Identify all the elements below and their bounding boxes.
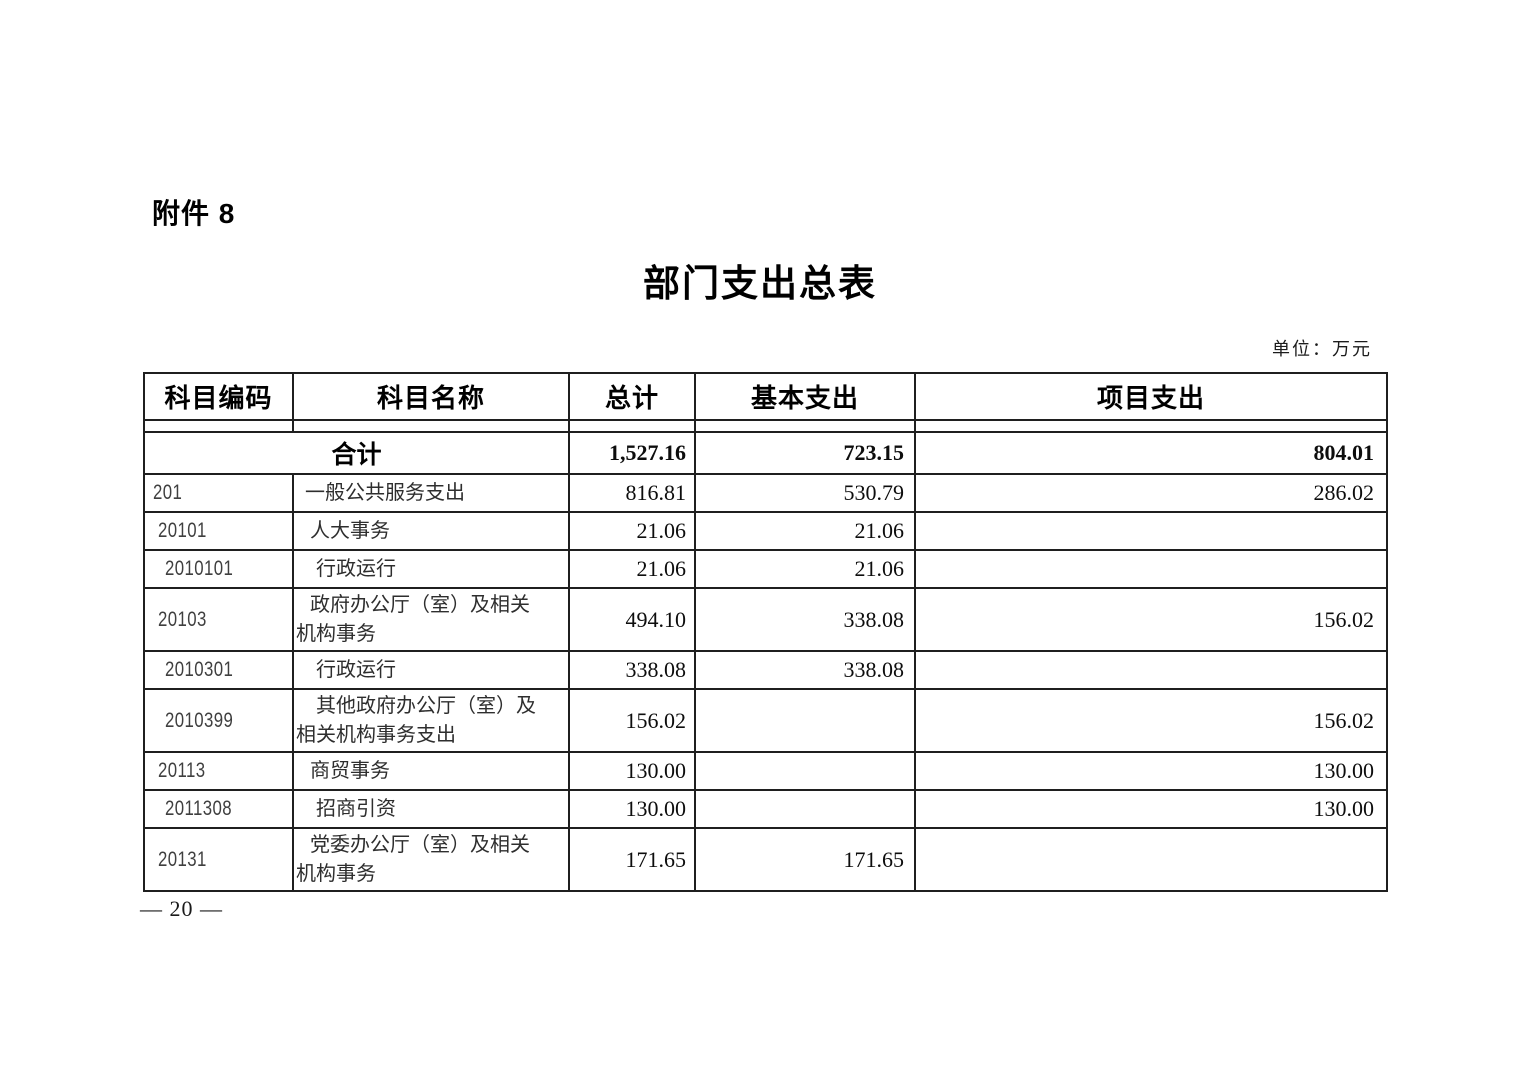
total-cell: 21.06: [568, 549, 696, 589]
total-cell: 338.08: [568, 650, 696, 690]
project-cell: 156.02: [914, 587, 1388, 652]
name-cell: 其他政府办公厅（室）及 相关机构事务支出: [292, 688, 570, 753]
header-cell-basic: 基本支出: [694, 372, 916, 421]
name-cell: 政府办公厅（室）及相关 机构事务: [292, 587, 570, 652]
unit-note: 单位：万元: [1272, 339, 1372, 359]
code-cell: 20113: [143, 751, 294, 791]
total-cell: 130.00: [568, 751, 696, 791]
project-cell: 286.02: [914, 473, 1388, 513]
header-cell-name: 科目名称: [292, 372, 570, 421]
header-cell-project: 项目支出: [914, 372, 1388, 421]
code-cell: 20131: [143, 827, 294, 892]
basic-cell: [694, 688, 916, 753]
header-cell-code: 科目编码: [143, 372, 294, 421]
table-row: 20131 党委办公厅（室）及相关 机构事务 171.65 171.65: [143, 827, 1388, 892]
total-cell: 816.81: [568, 473, 696, 513]
subject-code: 2010399: [165, 708, 234, 732]
table-row: 2010399 其他政府办公厅（室）及 相关机构事务支出 156.02 156.02: [143, 688, 1388, 753]
basic-cell: 171.65: [694, 827, 916, 892]
basic-cell: 530.79: [694, 473, 916, 513]
subject-code: 201: [153, 481, 183, 504]
subject-code: 2010101: [165, 557, 234, 580]
total-cell: 171.65: [568, 827, 696, 892]
total-cell: 156.02: [568, 688, 696, 753]
code-cell: 2010301: [143, 650, 294, 690]
header-cell-total: 总计: [568, 372, 696, 421]
name-cell: 行政运行: [292, 549, 570, 589]
table-row: 20101 人大事务 21.06 21.06: [143, 511, 1388, 551]
subject-code: 20113: [158, 759, 206, 782]
subject-code: 20101: [158, 519, 207, 542]
total-label-cell: 合计: [143, 431, 570, 475]
project-cell: [914, 650, 1388, 690]
total-basic-cell: 723.15: [694, 431, 916, 475]
total-sum-cell: 1,527.16: [568, 431, 696, 475]
total-project-cell: 804.01: [914, 431, 1388, 475]
basic-cell: 338.08: [694, 650, 916, 690]
name-cell: 一般公共服务支出: [292, 473, 570, 513]
total-cell: 21.06: [568, 511, 696, 551]
table-row: 20103 政府办公厅（室）及相关 机构事务 494.10 338.08 156.02: [143, 587, 1388, 652]
name-cell: 人大事务: [292, 511, 570, 551]
total-cell: 494.10: [568, 587, 696, 652]
basic-cell: [694, 789, 916, 829]
total-cell: 130.00: [568, 789, 696, 829]
basic-cell: 21.06: [694, 549, 916, 589]
attachment-label: 附件 8: [152, 198, 236, 229]
table-row: 2010101 行政运行 21.06 21.06: [143, 549, 1388, 589]
subject-code: 2010301: [165, 658, 234, 681]
code-cell: 20101: [143, 511, 294, 551]
project-cell: 130.00: [914, 751, 1388, 791]
basic-cell: 21.06: [694, 511, 916, 551]
code-cell: 201: [143, 473, 294, 513]
basic-cell: [694, 751, 916, 791]
page-number: — 20 —: [140, 896, 223, 921]
table-body: 科目编码 科目名称 总计 基本支出 项目支出 合计 1,527.16 723.1…: [143, 372, 1388, 892]
subject-code: 20103: [158, 607, 207, 631]
project-cell: 156.02: [914, 688, 1388, 753]
page-title: 部门支出总表: [643, 264, 877, 305]
code-cell: 20103: [143, 587, 294, 652]
subject-code: 20131: [158, 847, 207, 871]
project-cell: 130.00: [914, 789, 1388, 829]
name-cell: 行政运行: [292, 650, 570, 690]
code-cell: 2010101: [143, 549, 294, 589]
code-cell: 2011308: [143, 789, 294, 829]
basic-cell: 338.08: [694, 587, 916, 652]
table-row: 20113 商贸事务 130.00 130.00: [143, 751, 1388, 791]
table-header-row: 科目编码 科目名称 总计 基本支出 项目支出: [143, 372, 1388, 421]
project-cell: [914, 827, 1388, 892]
table-row: 2011308 招商引资 130.00 130.00: [143, 789, 1388, 829]
table-row: 201 一般公共服务支出 816.81 530.79 286.02: [143, 473, 1388, 513]
name-cell: 商贸事务: [292, 751, 570, 791]
subject-code: 2011308: [165, 797, 232, 820]
total-row: 合计 1,527.16 723.15 804.01: [143, 431, 1388, 475]
table-row: 2010301 行政运行 338.08 338.08: [143, 650, 1388, 690]
project-cell: [914, 511, 1388, 551]
name-cell: 招商引资: [292, 789, 570, 829]
code-cell: 2010399: [143, 688, 294, 753]
project-cell: [914, 549, 1388, 589]
header-spacer-row: [143, 419, 1388, 433]
expense-table: 科目编码 科目名称 总计 基本支出 项目支出 合计 1,527.16 723.1…: [143, 372, 1388, 892]
name-cell: 党委办公厅（室）及相关 机构事务: [292, 827, 570, 892]
